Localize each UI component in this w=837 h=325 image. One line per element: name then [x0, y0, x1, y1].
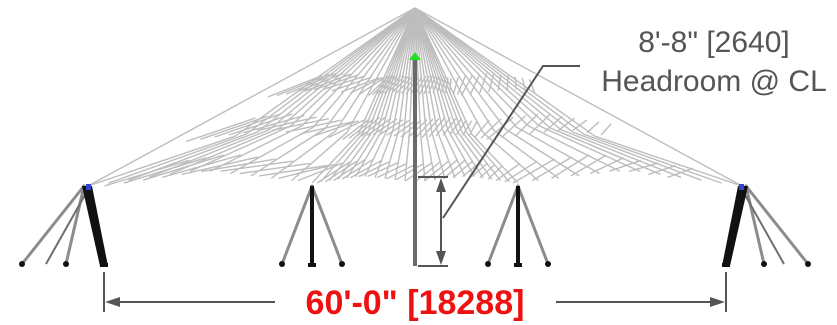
right-mid-pole: [485, 184, 551, 267]
headroom-dimension: 8'-8" [2640] Headroom @ CL: [418, 26, 827, 267]
left-mid-pole: [279, 184, 345, 267]
headroom-leader-line: [442, 65, 580, 219]
headroom-value-label: 8'-8" [2640]: [638, 26, 789, 59]
right-corner-pole: [722, 184, 811, 267]
span-dimension: 60'-0" [18288]: [103, 272, 727, 322]
span-label: 60'-0" [18288]: [306, 284, 525, 322]
mast-top-marker: [409, 52, 421, 60]
left-corner-pole: [19, 184, 108, 267]
tent-fabric-mesh: [87, 7, 743, 187]
headroom-caption-label: Headroom @ CL: [601, 65, 827, 98]
